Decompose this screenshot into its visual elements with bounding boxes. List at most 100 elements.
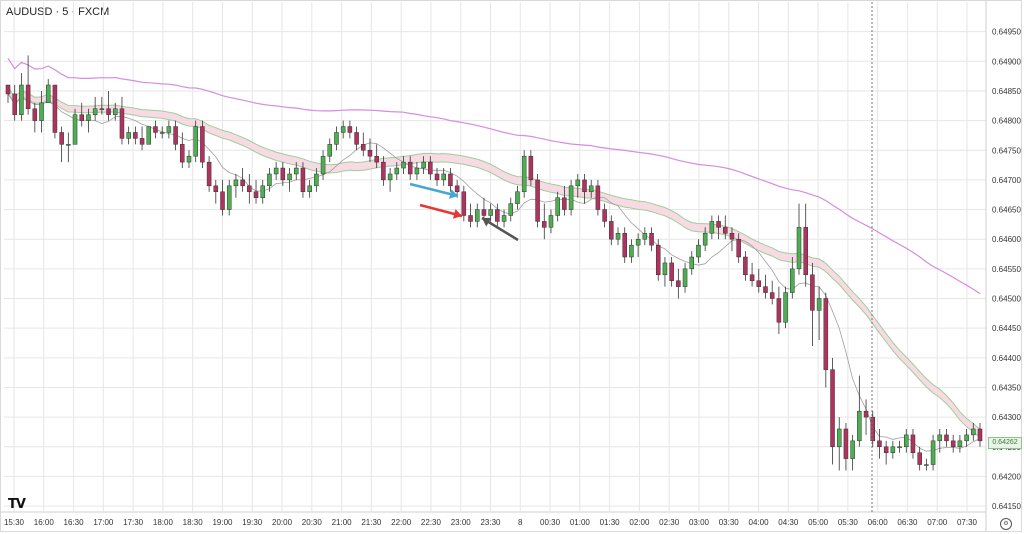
candle-body xyxy=(655,244,661,276)
x-tick-label: 01:00 xyxy=(570,518,591,527)
candle-body xyxy=(582,179,587,193)
candle-body xyxy=(193,126,198,157)
candle-body xyxy=(629,244,634,258)
x-tick-label: 23:00 xyxy=(451,518,472,527)
candle-body xyxy=(729,233,735,240)
candle-body xyxy=(45,84,51,104)
candle-body xyxy=(448,173,453,187)
x-tick-label: 02:30 xyxy=(659,518,680,527)
candle-body xyxy=(964,434,969,442)
candle-body xyxy=(428,161,433,175)
y-tick-label: 0.64900 xyxy=(992,57,1021,66)
candle-body xyxy=(716,221,721,228)
candle-body xyxy=(226,185,232,210)
candle-body xyxy=(689,256,695,270)
x-tick-label: 15:30 xyxy=(4,518,25,527)
candle-body xyxy=(206,161,212,187)
candle-body xyxy=(387,173,393,181)
y-tick-label: 0.64450 xyxy=(992,324,1021,333)
y-tick-label: 0.64850 xyxy=(992,87,1021,96)
y-tick-label: 0.64200 xyxy=(992,472,1021,481)
candle-body xyxy=(92,108,98,115)
candle-body xyxy=(816,298,822,311)
candle-body xyxy=(950,440,956,448)
candle-body xyxy=(810,274,815,311)
candle-body xyxy=(796,227,802,270)
candle-body xyxy=(615,233,621,240)
y-tick-label: 0.64150 xyxy=(992,502,1021,511)
candle-body xyxy=(112,108,118,115)
candle-body xyxy=(173,126,178,145)
x-tick-label: 23:30 xyxy=(480,518,501,527)
x-tick-label: 03:00 xyxy=(689,518,710,527)
candle-body xyxy=(622,233,627,258)
x-tick-label: 03:30 xyxy=(719,518,740,527)
y-tick-label: 0.64950 xyxy=(992,28,1021,37)
candle-body xyxy=(267,173,272,187)
candle-body xyxy=(220,191,225,210)
candle-body xyxy=(434,173,440,181)
candle-body xyxy=(39,102,44,121)
candle-body xyxy=(749,274,755,281)
candle-body xyxy=(327,144,333,157)
x-tick-label: 01:30 xyxy=(600,518,621,527)
candle-body xyxy=(293,167,299,175)
x-tick-label: 06:30 xyxy=(897,518,918,527)
candle-body xyxy=(803,227,808,276)
candle-body xyxy=(890,446,896,453)
candle-body xyxy=(515,191,520,204)
candle-body xyxy=(495,209,500,222)
candle-body xyxy=(823,298,829,370)
candle-body xyxy=(776,298,782,323)
candle-body xyxy=(12,93,17,115)
y-tick-label: 0.64300 xyxy=(992,413,1021,422)
tradingview-logo: TV xyxy=(8,497,26,512)
candle-body xyxy=(709,221,715,234)
candle-body xyxy=(642,233,648,240)
y-tick-label: 0.64400 xyxy=(992,354,1021,363)
candle-body xyxy=(917,452,922,465)
candle-body xyxy=(260,185,265,198)
y-tick-label: 0.64750 xyxy=(992,146,1021,155)
candle-body xyxy=(166,126,172,133)
x-tick-label: 00:30 xyxy=(540,518,561,527)
candle-body xyxy=(441,173,446,181)
candle-body xyxy=(421,161,426,169)
candle-body xyxy=(843,428,849,459)
candle-body xyxy=(723,227,728,234)
x-tick-label: 07:00 xyxy=(927,518,948,527)
candle-body xyxy=(542,221,547,228)
candle-body xyxy=(548,215,554,228)
candle-body xyxy=(300,167,306,193)
candle-body xyxy=(756,280,762,287)
y-tick-label: 0.64350 xyxy=(992,383,1021,392)
candle-body xyxy=(361,144,366,151)
candle-body xyxy=(736,238,741,258)
candle-body xyxy=(649,233,654,246)
candle-body xyxy=(334,132,339,145)
grey-arrow-head xyxy=(482,217,492,227)
candle-body xyxy=(354,132,359,145)
candle-body xyxy=(870,416,876,442)
candle-body xyxy=(957,440,963,448)
candle-body xyxy=(461,191,467,216)
candle-body xyxy=(146,126,152,145)
blue-arrow-head xyxy=(449,189,458,199)
candle-body xyxy=(414,167,420,175)
candle-body xyxy=(280,167,286,181)
candle-body xyxy=(669,262,674,281)
x-tick-label: 16:00 xyxy=(34,518,55,527)
candle-body xyxy=(521,155,527,193)
y-tick-label: 0.64700 xyxy=(992,176,1021,185)
candle-body xyxy=(863,410,869,418)
candle-body xyxy=(474,209,480,222)
candle-body xyxy=(937,434,943,442)
candle-body xyxy=(86,114,91,121)
candle-body xyxy=(501,215,507,222)
candle-body xyxy=(971,428,976,436)
settings-icon[interactable]: ⚙ xyxy=(1000,518,1012,530)
fast-moving-average xyxy=(7,93,981,452)
candle-body xyxy=(696,244,701,258)
candle-body xyxy=(488,209,493,216)
